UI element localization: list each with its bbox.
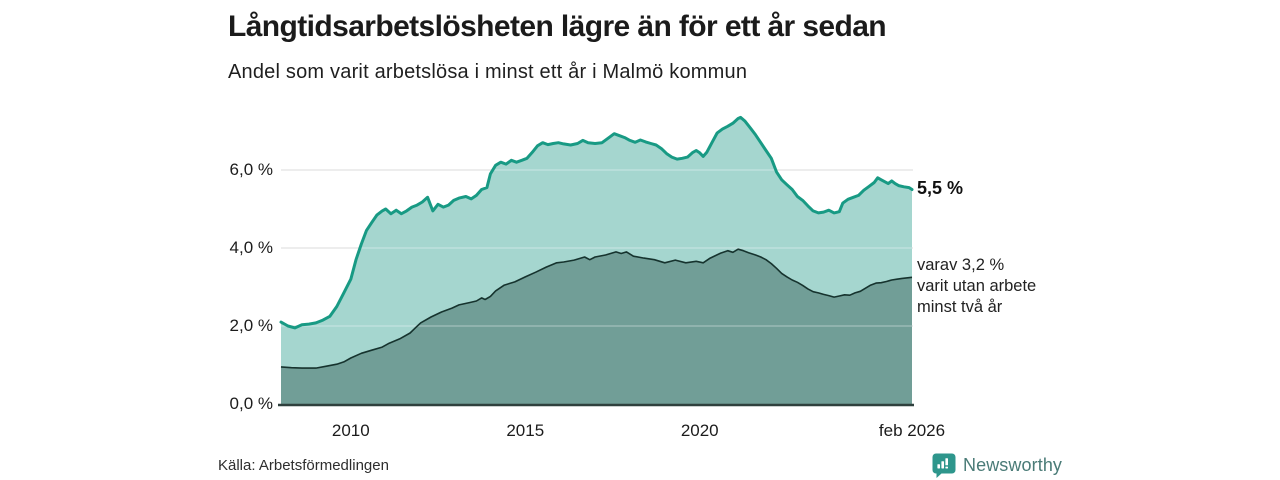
annotation-line: varav 3,2 %: [917, 256, 1005, 274]
area-two-year: [281, 249, 912, 405]
chart-title: Långtidsarbetslösheten lägre än för ett …: [228, 10, 887, 43]
x-tick-label: 2020: [680, 421, 719, 440]
end-value-label-total: 5,5 %: [917, 178, 964, 198]
annotation-line: minst två år: [917, 298, 1003, 316]
y-tick-label: 4,0 %: [229, 238, 273, 257]
brand-logo: Newsworthy: [932, 452, 1062, 478]
line-total: [279, 115, 914, 330]
brand-name: Newsworthy: [963, 454, 1063, 475]
x-tick-label: 2015: [506, 421, 545, 440]
source-credit: Källa: Arbetsförmedlingen: [218, 457, 389, 474]
y-tick-label: 2,0 %: [229, 316, 273, 335]
y-tick-label: 0,0 %: [229, 394, 273, 413]
x-tick-label: feb 2026: [878, 421, 946, 440]
annotation-line: varit utan arbete: [917, 277, 1037, 295]
line-two-year: [280, 248, 913, 369]
chart-subtitle: Andel som varit arbetslösa i minst ett å…: [228, 61, 748, 83]
x-tick-label: 2010: [331, 421, 370, 440]
newsworthy-icon: [932, 453, 956, 478]
y-tick-label: 6,0 %: [229, 160, 273, 179]
end-value-label-two-year: varav 3,2 % varit utan arbete minst två …: [917, 255, 1036, 318]
